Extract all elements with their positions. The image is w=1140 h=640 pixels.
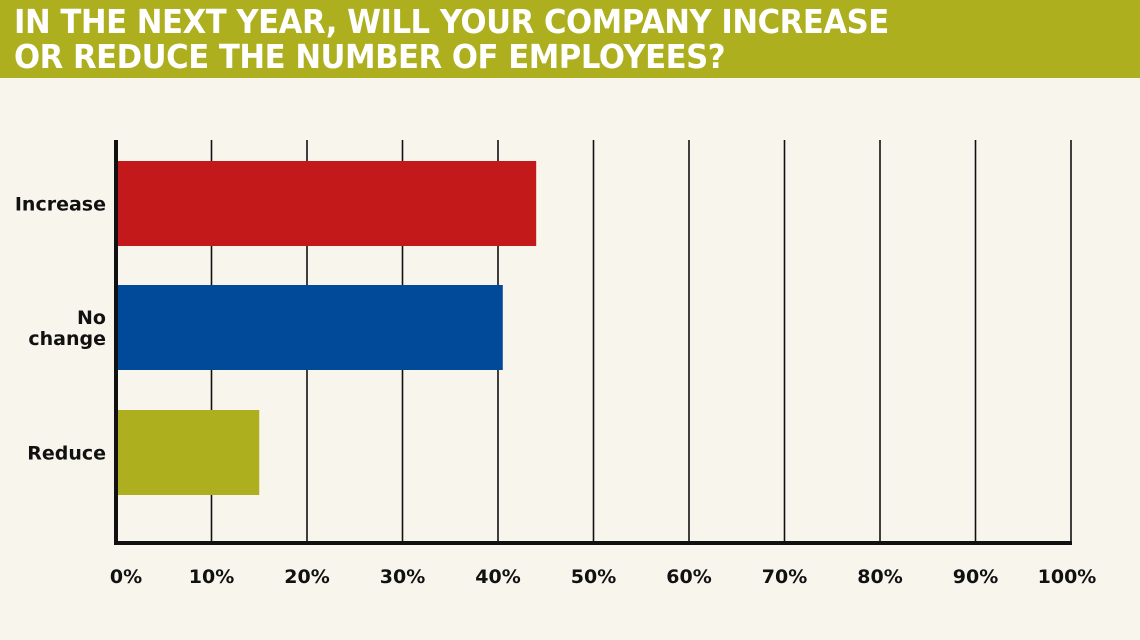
x-tick-label: 0% <box>110 566 142 588</box>
bar-2 <box>116 410 260 495</box>
chart-title-line-2: OR REDUCE THE NUMBER OF EMPLOYEES? <box>14 37 726 76</box>
tick-labels: 0% 10% 20% 30% 40% 50% 60% 70% 80% 90% 100% <box>110 566 1096 588</box>
chart-header: IN THE NEXT YEAR, WILL YOUR COMPANY INCR… <box>0 0 1140 78</box>
x-tick-label: 30% <box>380 566 425 588</box>
category-label: Reduce <box>27 443 106 465</box>
x-tick-label: 70% <box>762 566 807 588</box>
bars <box>116 161 537 495</box>
x-tick-label: 80% <box>857 566 902 588</box>
x-tick-label: 50% <box>571 566 616 588</box>
category-label: Increase <box>15 194 106 216</box>
axes <box>114 140 1072 545</box>
x-tick-label: 10% <box>189 566 234 588</box>
chart-title: IN THE NEXT YEAR, WILL YOUR COMPANY INCR… <box>14 4 1046 74</box>
bar-1 <box>116 285 503 370</box>
x-tick-label: 20% <box>284 566 329 588</box>
bar-0 <box>116 161 537 246</box>
x-tick-label: 100% <box>1038 566 1097 588</box>
chart-title-line-1: IN THE NEXT YEAR, WILL YOUR COMPANY INCR… <box>14 2 889 41</box>
x-tick-label: 90% <box>953 566 998 588</box>
category-label: change <box>28 328 106 350</box>
x-tick-label: 40% <box>475 566 520 588</box>
category-label: No <box>77 307 106 329</box>
x-tick-label: 60% <box>666 566 711 588</box>
